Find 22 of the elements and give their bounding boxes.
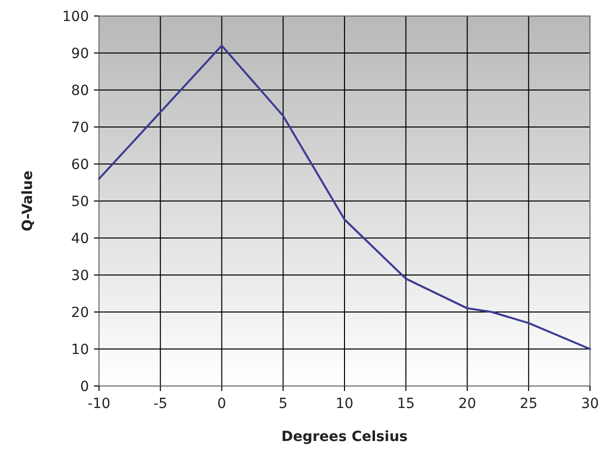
x-tick-label: 30 (581, 396, 599, 412)
y-tick-label: 90 (71, 46, 89, 62)
y-tick-label: 100 (62, 9, 89, 25)
y-tick-label: 0 (80, 379, 89, 395)
y-tick-label: 10 (71, 342, 89, 358)
y-tick-label: 20 (71, 305, 89, 321)
x-tick-label: -5 (153, 396, 168, 412)
y-tick-label: 80 (71, 83, 89, 99)
y-tick-label: 50 (71, 194, 89, 210)
y-tick-label: 40 (71, 231, 89, 247)
x-tick-label: 15 (396, 396, 415, 412)
x-tick-label: 10 (336, 396, 354, 412)
y-tick-label: 30 (71, 268, 89, 284)
x-tick-label: 5 (278, 396, 288, 412)
y-tick-label: 60 (71, 157, 89, 173)
x-tick-label: 20 (458, 396, 476, 412)
x-axis-title: Degrees Celsius (281, 429, 408, 445)
x-tick-label: 0 (217, 396, 226, 412)
x-tick-label: -10 (88, 396, 110, 412)
x-tick-label: 25 (520, 396, 538, 412)
y-axis-title: Q-Value (20, 170, 36, 232)
y-tick-label: 70 (71, 120, 89, 136)
